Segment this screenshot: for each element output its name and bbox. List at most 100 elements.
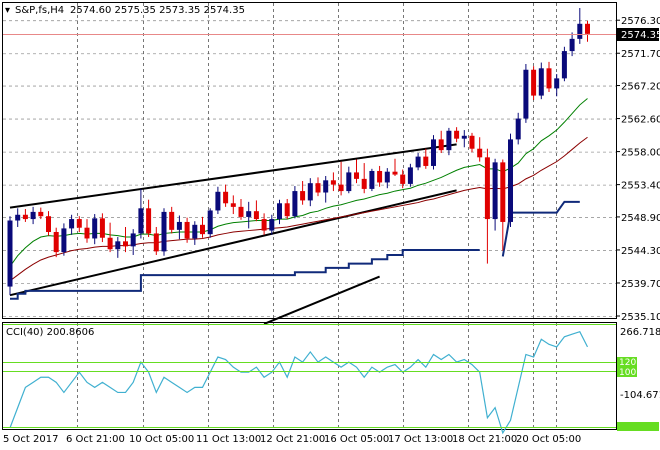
candle-body (207, 210, 213, 235)
trendlines (9, 143, 457, 325)
candle-body (515, 118, 521, 140)
time-label: 17 Oct 13:00 (388, 434, 453, 445)
candle-body (508, 139, 513, 222)
candle-body (284, 203, 290, 217)
candle-body (138, 208, 144, 234)
time-axis: 5 Oct 2017 6 Oct 21:00 10 Oct 05:00 11 Oct … (3, 434, 581, 445)
candle-body (161, 211, 167, 252)
candle-body (446, 130, 452, 151)
cci-line (9, 330, 589, 435)
candle-body (269, 219, 275, 231)
candle-body (454, 130, 460, 139)
candle-body (415, 156, 421, 168)
candle-body (200, 224, 205, 235)
candle-body (7, 220, 13, 287)
candle-body (561, 51, 567, 79)
header-arrow-icon[interactable]: ▾ (5, 5, 10, 16)
candle-body (330, 180, 336, 185)
candle-body (461, 135, 467, 139)
candle-body (223, 191, 229, 204)
candle-body (523, 69, 529, 119)
trendline (263, 275, 380, 325)
candle-body (423, 156, 429, 166)
price-tick-label: 2576.30 (621, 16, 660, 27)
candle-body (292, 191, 298, 217)
candle-body (84, 227, 90, 239)
time-label: 20 Oct 05:00 (516, 434, 581, 445)
price-tick-label: 2548.90 (621, 213, 660, 224)
candle-body (354, 172, 359, 179)
price-tick-label: 2544.30 (621, 246, 660, 257)
envelope-line (10, 200, 580, 300)
price-panel-frame (2, 2, 617, 319)
price-tick-label: 2535.10 (621, 312, 660, 323)
candle-body (392, 171, 398, 175)
candle-body (130, 233, 136, 247)
current-price-label: 2574.35 (621, 30, 660, 41)
candle-body (577, 23, 583, 39)
candle-body (554, 78, 560, 89)
candle-body (369, 170, 375, 189)
candle-body (538, 68, 544, 96)
candle-body (407, 167, 413, 184)
price-tick-label: 2558.00 (621, 148, 660, 159)
candle-body (246, 211, 252, 217)
candle-body (61, 228, 67, 253)
price-tick-label: 2571.70 (621, 49, 660, 60)
candle-body (477, 148, 483, 158)
cci-label: CCI(40) 200.8606 (6, 327, 94, 338)
time-label: 10 Oct 05:00 (129, 434, 194, 445)
candle-body (69, 219, 75, 229)
candle-body (146, 208, 152, 234)
candle-body (22, 214, 28, 220)
candle-body (15, 214, 21, 221)
trendline (9, 189, 457, 297)
time-label: 11 Oct 13:00 (196, 434, 261, 445)
candle-body (531, 69, 537, 96)
price-tick-label: 2539.70 (621, 279, 660, 290)
candle-body (153, 233, 159, 252)
candle-body (230, 203, 236, 207)
candle-body (400, 174, 406, 184)
candle-body (384, 171, 390, 183)
candle-body (192, 224, 198, 239)
cci-bottom-tag (617, 422, 659, 431)
ma-slow-line (9, 136, 588, 282)
candle-body (377, 170, 383, 183)
cci-level-120-tag (617, 357, 637, 367)
price-tick-label: 2562.60 (621, 115, 660, 126)
candle-body (338, 184, 344, 192)
candle-body (92, 218, 98, 239)
candle-body (300, 191, 306, 201)
time-label: 5 Oct 2017 (3, 434, 58, 445)
symbol-label: S&P,fs,H4 (15, 5, 64, 16)
cci-panel-frame (2, 322, 617, 430)
price-tick-label: 2567.20 (621, 82, 660, 93)
candle-body (107, 237, 113, 250)
moving-averages (9, 98, 588, 282)
candle-body (261, 219, 267, 231)
cci-tick-bottom: -104.6711 (620, 390, 660, 401)
candle-body (53, 232, 59, 253)
candle-body (361, 178, 367, 189)
time-label: 16 Oct 05:00 (324, 434, 389, 445)
envelope-segment (10, 248, 480, 300)
candle-body (277, 203, 282, 220)
candle-body (315, 183, 321, 193)
time-label: 6 Oct 21:00 (66, 434, 125, 445)
time-label: 18 Oct 21:00 (452, 434, 517, 445)
candle-body (184, 221, 190, 239)
candle-body (438, 139, 444, 151)
candle-body (169, 211, 175, 230)
candle-body (99, 218, 105, 238)
candle-body (253, 211, 259, 220)
candle-body (585, 23, 590, 34)
cci-series (9, 330, 589, 435)
candle-body (123, 241, 128, 247)
current-price-tag (617, 28, 659, 41)
cci-level-100-tag (617, 367, 637, 377)
time-label: 12 Oct 21:00 (260, 434, 325, 445)
candle-body (307, 183, 313, 201)
candle-body (346, 172, 352, 192)
